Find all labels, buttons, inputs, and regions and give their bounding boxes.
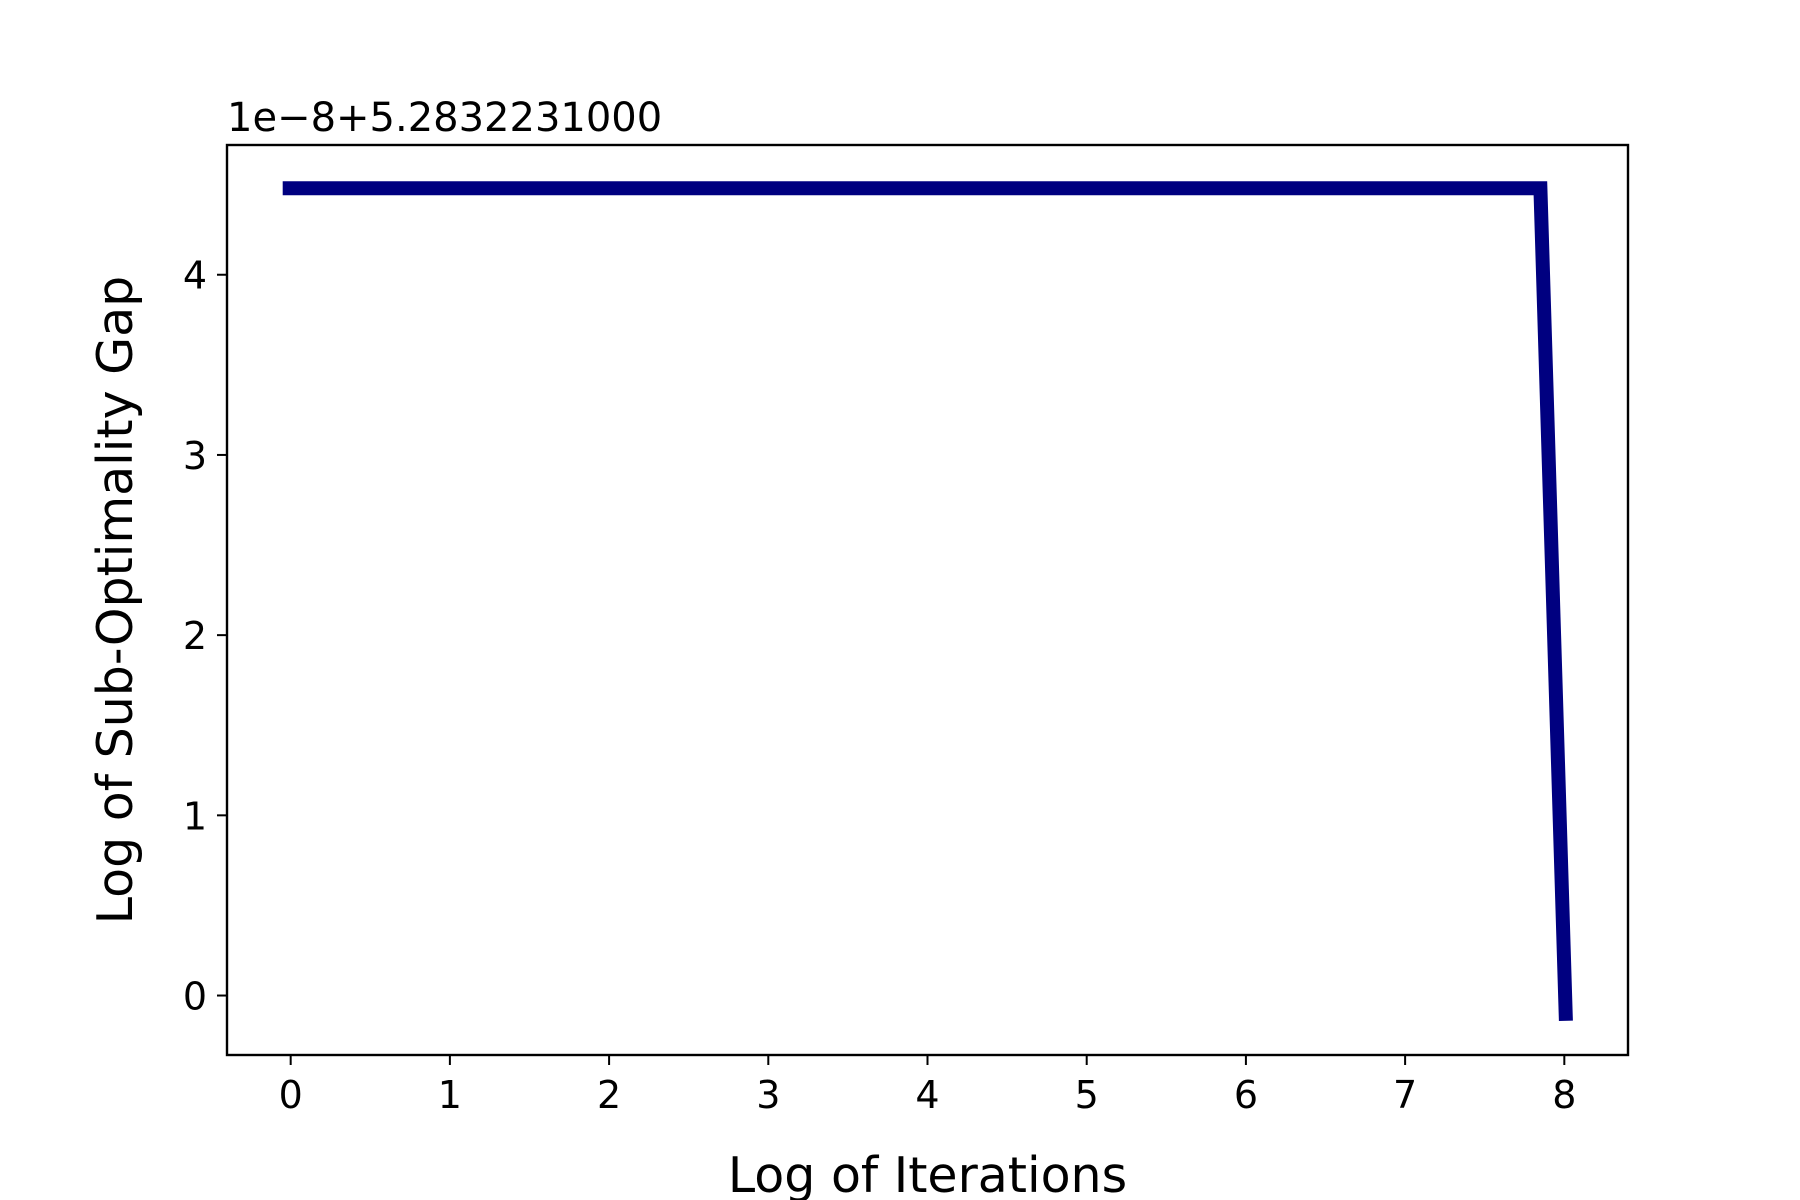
x-tick-label: 3 — [756, 1073, 780, 1117]
y-offset-label: 1e−8+5.2832231000 — [227, 95, 662, 141]
x-axis-label: Log of Iterations — [728, 1147, 1127, 1200]
x-tick-label: 5 — [1075, 1073, 1099, 1117]
series-line — [282, 181, 1573, 1022]
x-tick-label: 4 — [915, 1073, 939, 1117]
x-tick-label: 7 — [1393, 1073, 1417, 1117]
x-tick-label: 2 — [597, 1073, 621, 1117]
x-tick-label: 1 — [438, 1073, 462, 1117]
y-tick-label: 0 — [183, 975, 207, 1019]
x-ticks: 0 1 2 3 4 5 6 7 8 — [279, 1055, 1576, 1117]
y-tick-label: 2 — [183, 614, 207, 658]
y-axis-label: Log of Sub-Optimality Gap — [87, 276, 144, 925]
plot-frame — [225, 143, 1630, 1057]
x-tick-label: 6 — [1234, 1073, 1258, 1117]
x-tick-label: 0 — [279, 1073, 303, 1117]
y-tick-label: 1 — [183, 794, 207, 838]
x-tick-label: 8 — [1552, 1073, 1576, 1117]
y-ticks: 0 1 2 3 4 — [183, 254, 227, 1019]
y-tick-label: 3 — [183, 434, 207, 478]
y-tick-label: 4 — [183, 254, 207, 298]
